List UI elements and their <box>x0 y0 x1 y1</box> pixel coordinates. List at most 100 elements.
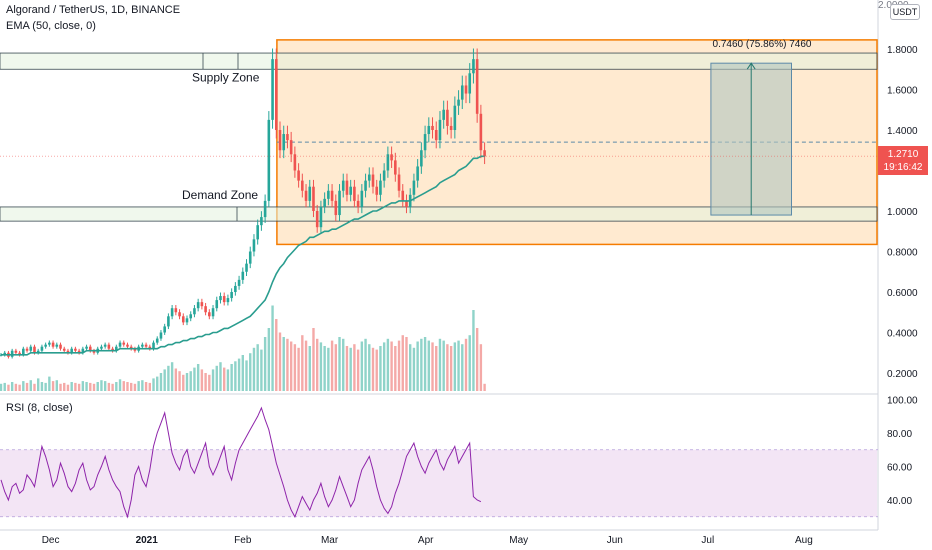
volume-bar <box>37 378 40 391</box>
price-tick-label: 0.6000 <box>887 288 918 299</box>
volume-bar <box>475 328 479 391</box>
ema-line <box>1 155 485 356</box>
volume-bar <box>301 335 304 391</box>
candle-body <box>144 344 148 347</box>
volume-bar <box>412 347 416 391</box>
volume-bar <box>148 382 151 391</box>
volume-bar <box>308 346 311 391</box>
volume-bar <box>435 346 438 391</box>
volume-bar <box>92 383 96 391</box>
volume-bar <box>338 337 341 391</box>
volume-bar <box>204 373 207 391</box>
candle-body <box>323 198 326 207</box>
volume-bar <box>349 347 352 391</box>
candle-body <box>208 312 211 317</box>
candle-body <box>234 285 237 292</box>
volume-bar <box>14 383 18 391</box>
volume-bar <box>386 338 390 391</box>
candle-body <box>222 296 226 303</box>
volume-bar <box>223 367 226 391</box>
candle-body <box>319 206 323 228</box>
candle-body <box>51 342 55 347</box>
candle-body <box>22 348 25 355</box>
candle-body <box>211 308 215 317</box>
candle-body <box>163 326 166 333</box>
candle-body <box>62 348 66 351</box>
volume-bar <box>85 382 88 391</box>
candle-body <box>260 217 263 226</box>
candle-body <box>118 342 122 347</box>
volume-bar <box>457 340 460 391</box>
volume-bar <box>252 347 256 391</box>
time-tick-label: May <box>509 535 528 546</box>
candle-body <box>92 350 96 353</box>
volume-bar <box>141 380 144 391</box>
currency-button[interactable]: USDT <box>890 4 920 20</box>
volume-bar <box>51 381 55 391</box>
candle-body <box>286 134 289 141</box>
ema-legend: EMA (50, close, 0) <box>6 20 96 32</box>
time-tick-label: Apr <box>418 535 434 546</box>
price-tick-label: 1.8000 <box>887 45 918 56</box>
candle-body <box>330 190 334 201</box>
volume-bar <box>48 376 51 391</box>
volume-bar <box>464 338 468 391</box>
price-tick-label: 0.8000 <box>887 248 918 259</box>
candle-body <box>126 344 129 347</box>
volume-bar <box>278 332 282 391</box>
candle-body <box>189 314 193 319</box>
volume-bar <box>282 337 285 391</box>
candle-body <box>167 316 170 327</box>
candle-body <box>464 85 468 94</box>
volume-bar <box>263 337 267 391</box>
candle-body <box>77 350 81 353</box>
volume-bar <box>96 382 99 391</box>
candle-body <box>483 150 486 157</box>
volume-bar <box>0 383 3 391</box>
candle-body <box>148 346 152 349</box>
volume-bar <box>409 344 412 391</box>
candle-body <box>360 190 364 207</box>
candle-body <box>386 154 390 171</box>
volume-bar <box>81 381 85 391</box>
volume-bar <box>427 340 430 391</box>
candle-body <box>472 59 475 74</box>
candle-body <box>3 352 7 355</box>
candle-body <box>371 174 375 187</box>
volume-bar <box>442 340 445 391</box>
volume-bar <box>115 382 118 391</box>
candle-body <box>278 130 282 151</box>
volume-bar <box>379 346 382 391</box>
countdown-timer: 19:16:42 <box>883 162 923 173</box>
candle-body <box>416 166 419 181</box>
volume-bar <box>167 365 170 391</box>
volume-bar <box>193 367 196 391</box>
volume-bar <box>323 346 326 391</box>
volume-bar <box>7 384 10 391</box>
volume-bar <box>356 349 360 391</box>
volume-bar <box>18 384 21 391</box>
candle-body <box>382 170 386 181</box>
price-tick-label: 1.4000 <box>887 126 918 137</box>
volume-bar <box>368 344 371 391</box>
volume-bar <box>420 338 423 391</box>
candle-body <box>241 271 245 280</box>
volume-bar <box>468 335 471 391</box>
price-tick-label: 1.0000 <box>887 207 918 218</box>
volume-bar <box>416 341 419 391</box>
volume-bar <box>360 341 364 391</box>
volume-bar <box>152 378 155 391</box>
volume-bar <box>241 355 244 391</box>
candle-body <box>345 180 349 195</box>
candle-body <box>14 350 18 353</box>
candle-body <box>301 180 304 191</box>
candle-body <box>460 85 464 100</box>
candle-body <box>55 344 59 347</box>
volume-bar <box>55 380 58 391</box>
candle-body <box>327 190 330 199</box>
volume-bar <box>319 342 323 391</box>
volume-bar <box>208 374 211 391</box>
candle-body <box>282 134 286 151</box>
